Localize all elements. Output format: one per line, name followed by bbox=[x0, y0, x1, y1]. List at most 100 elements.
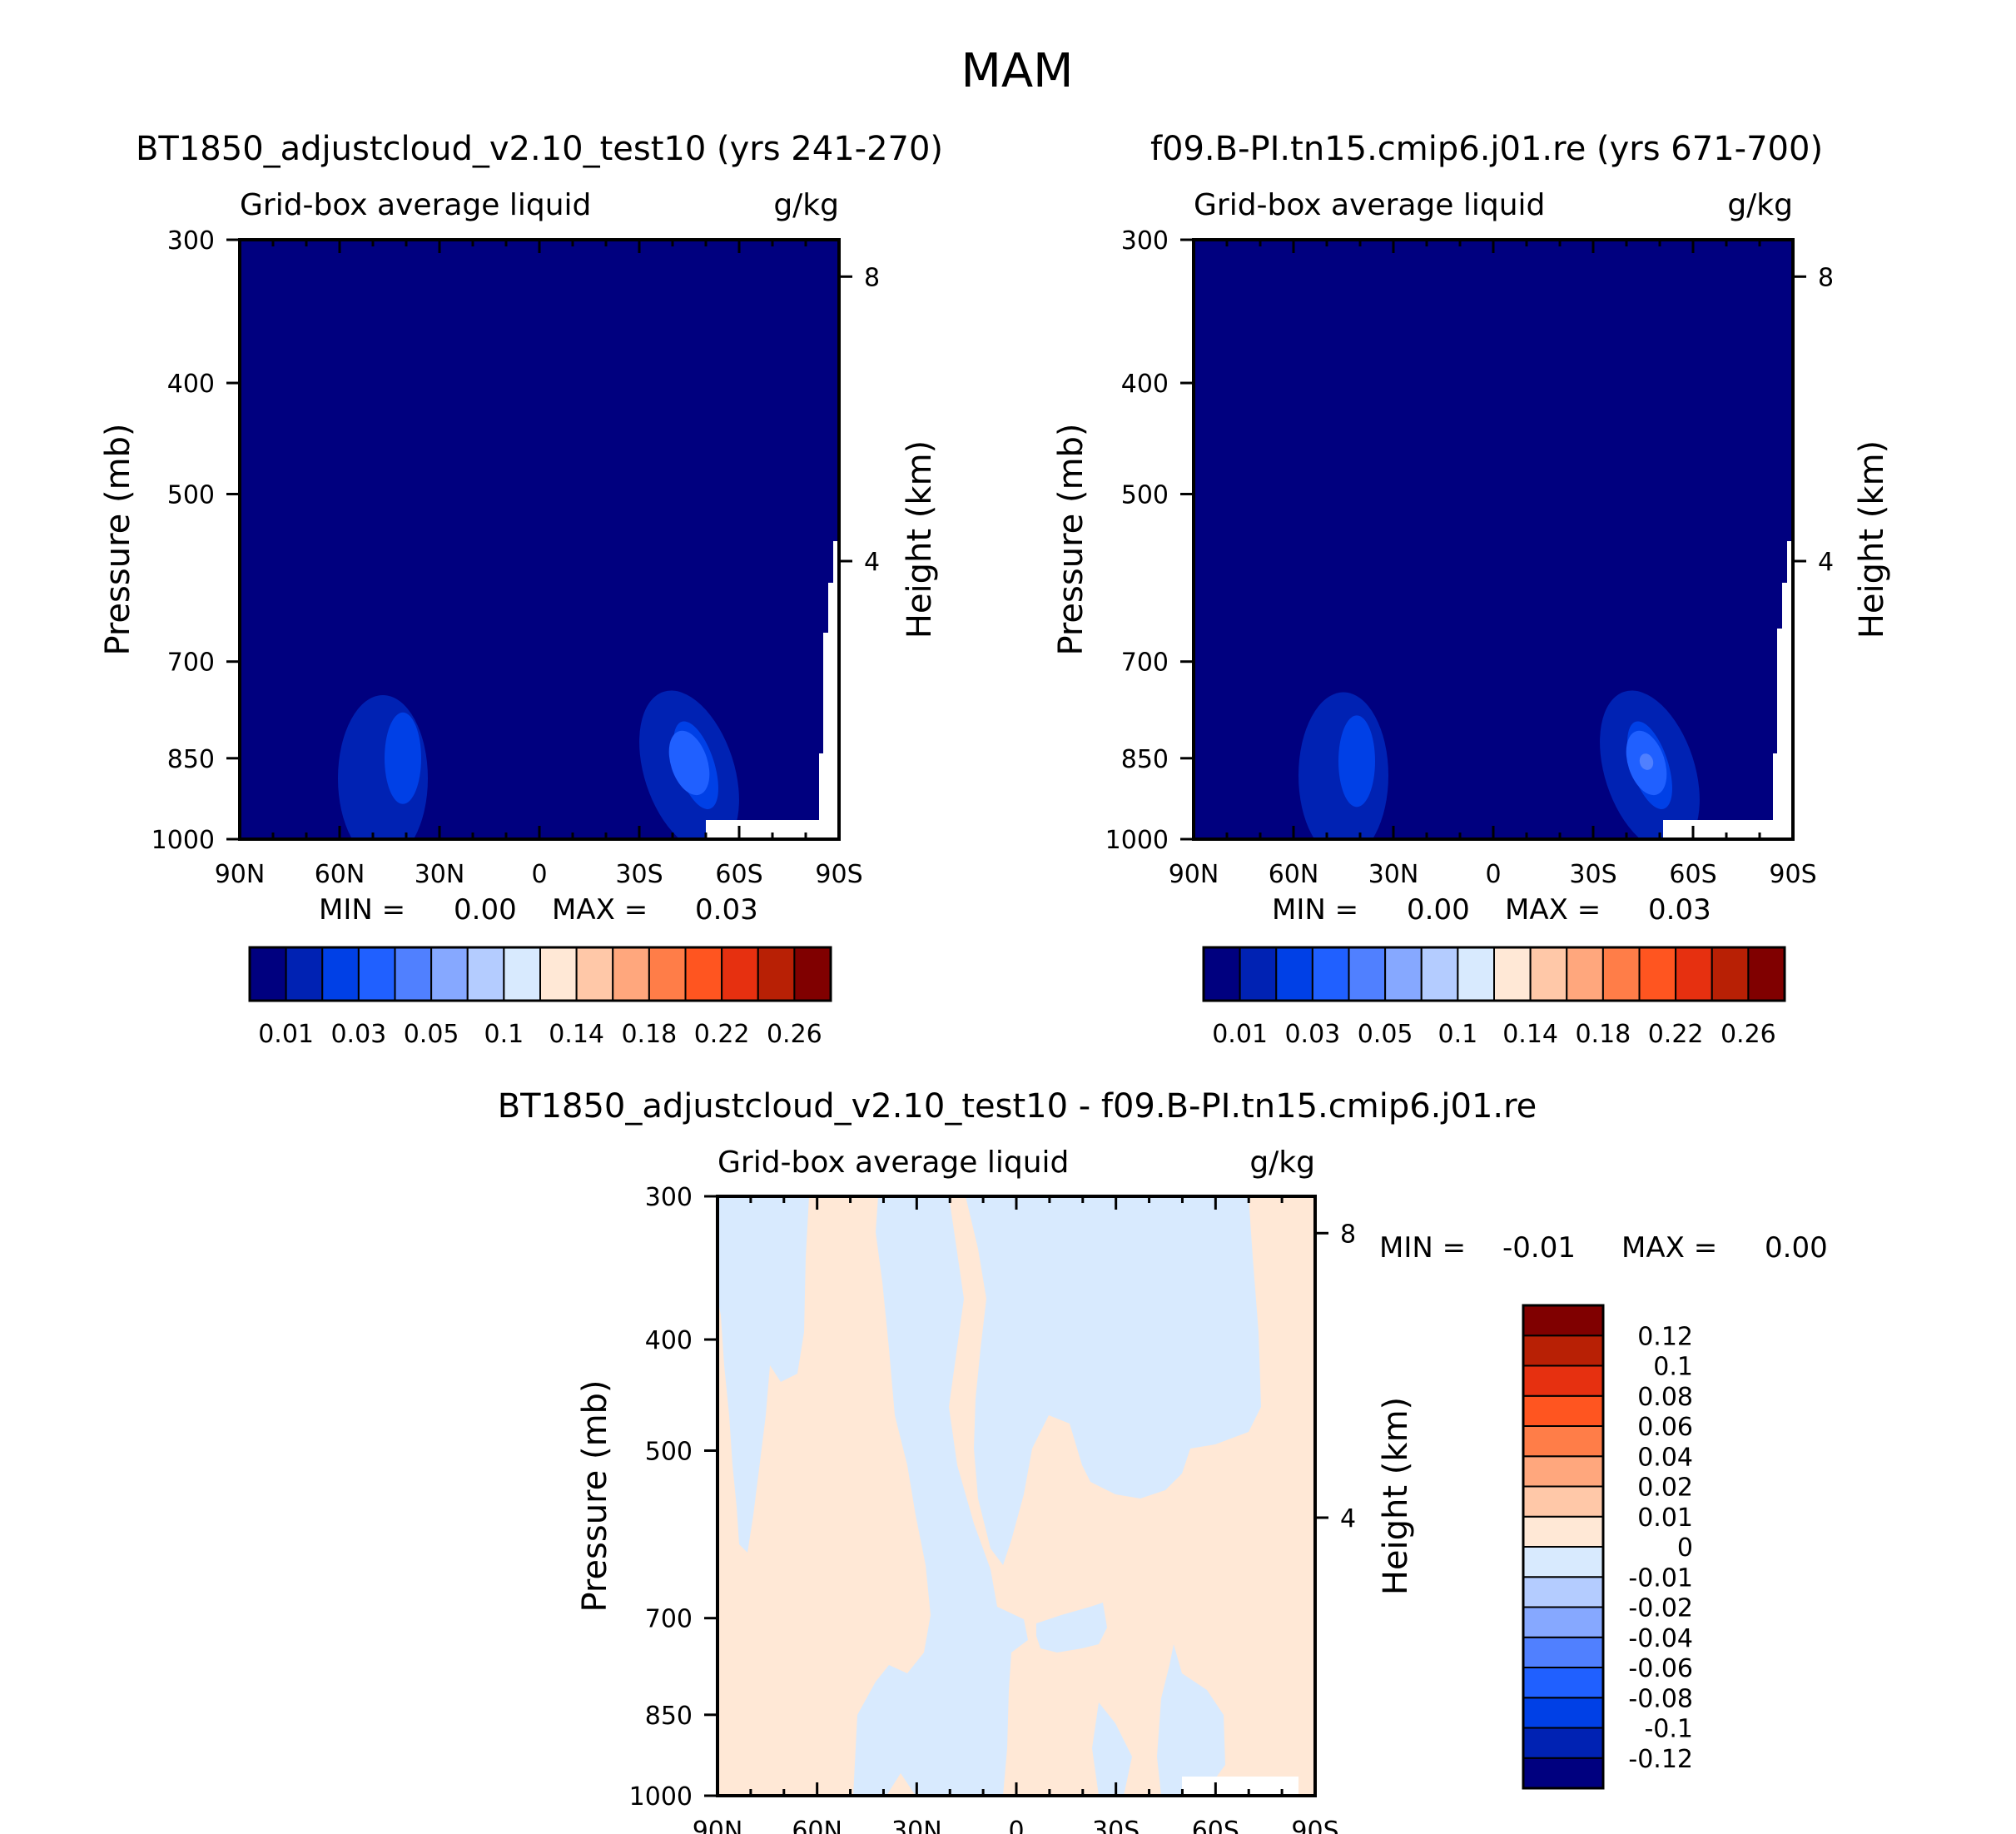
colorbar-label: 0.26 bbox=[1721, 1020, 1776, 1049]
colorbar-swatch bbox=[1522, 1485, 1604, 1518]
panel-3-max-value: 0.00 bbox=[1765, 1231, 1828, 1265]
y2-tick-label: 8 bbox=[1818, 263, 1834, 292]
colorbar-frame bbox=[248, 946, 832, 1002]
colorbar-label: 0.1 bbox=[1653, 1353, 1693, 1382]
x-tick-label: 30N bbox=[415, 860, 465, 889]
colorbar-swatch bbox=[1311, 947, 1350, 1001]
colorbar-frame bbox=[1202, 946, 1786, 1002]
y-tick-label: 850 bbox=[645, 1702, 693, 1731]
colorbar-label: 0.03 bbox=[330, 1020, 386, 1049]
colorbar-swatch bbox=[503, 947, 541, 1001]
panel-3-negative-patch-southeast bbox=[1092, 1702, 1132, 1796]
panel-3-missing-region bbox=[1182, 1777, 1298, 1796]
panel-3: BT1850_adjustcloud_v2.10_test10 - f09.B-… bbox=[498, 1087, 1828, 1834]
colorbar-label: 0.14 bbox=[549, 1020, 604, 1049]
y-tick-label: 400 bbox=[167, 370, 215, 399]
colorbar-swatch bbox=[1275, 947, 1313, 1001]
colorbar-swatch bbox=[1522, 1606, 1604, 1638]
colorbar-swatch bbox=[1522, 1576, 1604, 1608]
colorbar-swatch bbox=[466, 947, 505, 1001]
contour-feature bbox=[385, 712, 421, 804]
colorbar-swatch bbox=[1711, 947, 1750, 1001]
x-tick-label: 60N bbox=[1269, 860, 1319, 889]
y2-tick-label: 8 bbox=[864, 263, 880, 292]
contour-feature bbox=[668, 730, 710, 796]
x-tick-label: 90S bbox=[1291, 1817, 1338, 1834]
panel-3-title: BT1850_adjustcloud_v2.10_test10 - f09.B-… bbox=[498, 1087, 1537, 1126]
colorbar-label: 0.05 bbox=[1358, 1020, 1413, 1049]
panel-1-ylabel: Pressure (mb) bbox=[99, 423, 137, 655]
y-tick-label: 1000 bbox=[1105, 826, 1169, 855]
colorbar-label: -0.12 bbox=[1628, 1745, 1693, 1774]
colorbar-swatch bbox=[539, 947, 578, 1001]
colorbar-swatch bbox=[1522, 1394, 1604, 1427]
x-tick-label: 90S bbox=[1769, 860, 1816, 889]
colorbar-label: 0.14 bbox=[1502, 1020, 1558, 1049]
panel-1-max-value: 0.03 bbox=[695, 893, 758, 927]
colorbar-swatch bbox=[1522, 1455, 1604, 1488]
x-tick-label: 90N bbox=[215, 860, 266, 889]
panel-1-min-label: MIN = bbox=[319, 893, 405, 927]
colorbar-swatch bbox=[1529, 947, 1568, 1001]
colorbar-swatch bbox=[1493, 947, 1532, 1001]
panel-3-negative-patch-south bbox=[1036, 1603, 1107, 1653]
panel-1-variable: Grid-box average liquid bbox=[240, 188, 591, 222]
y-tick-label: 1000 bbox=[151, 826, 215, 855]
colorbar-label: -0.06 bbox=[1628, 1654, 1693, 1683]
y2-tick-label: 8 bbox=[1340, 1220, 1356, 1249]
x-tick-label: 0 bbox=[1485, 860, 1501, 889]
y-tick-label: 700 bbox=[645, 1605, 693, 1634]
colorbar-swatch bbox=[1522, 1425, 1604, 1458]
panel-3-negative-patch-far-south bbox=[1157, 1644, 1225, 1796]
panel-2-min-value: 0.00 bbox=[1407, 893, 1470, 927]
colorbar-label: -0.04 bbox=[1628, 1624, 1693, 1653]
main-title: MAM bbox=[961, 44, 1074, 98]
colorbar-swatch bbox=[1638, 947, 1677, 1001]
colorbar-label: 0.22 bbox=[694, 1020, 750, 1049]
y-tick-label: 850 bbox=[167, 745, 215, 774]
colorbar-swatch bbox=[357, 947, 396, 1001]
colorbar-swatch bbox=[648, 947, 687, 1001]
colorbar-label: 0.01 bbox=[258, 1020, 314, 1049]
y-tick-label: 700 bbox=[167, 649, 215, 678]
panel-2-y2label: Height (km) bbox=[1853, 440, 1891, 639]
panel-1-background bbox=[240, 240, 839, 839]
x-tick-label: 60N bbox=[792, 1817, 842, 1834]
colorbar-swatch bbox=[1566, 947, 1604, 1001]
colorbar-swatch bbox=[1457, 947, 1495, 1001]
colorbar-frame bbox=[1522, 1304, 1605, 1790]
panel-2-units: g/kg bbox=[1727, 188, 1793, 222]
panel-2-title: f09.B-PI.tn15.cmip6.j01.re (yrs 671-700) bbox=[1150, 130, 1823, 168]
x-tick-label: 60N bbox=[315, 860, 365, 889]
colorbar-swatch bbox=[249, 947, 287, 1001]
colorbar-label: 0.02 bbox=[1637, 1474, 1693, 1503]
colorbar-label: 0.18 bbox=[1575, 1020, 1631, 1049]
colorbar-swatch bbox=[1522, 1757, 1604, 1789]
colorbar-label: 0.05 bbox=[404, 1020, 459, 1049]
colorbar-label: 0.26 bbox=[767, 1020, 822, 1049]
colorbar-swatch bbox=[1601, 947, 1641, 1001]
colorbar-swatch bbox=[757, 947, 796, 1001]
panel-1-min-value: 0.00 bbox=[454, 893, 517, 927]
x-tick-label: 60S bbox=[1669, 860, 1716, 889]
panel-3-ylabel: Pressure (mb) bbox=[576, 1379, 614, 1612]
panel-1-title: BT1850_adjustcloud_v2.10_test10 (yrs 241… bbox=[136, 130, 943, 168]
colorbar-label: 0.06 bbox=[1637, 1413, 1693, 1442]
panel-3-negative-region-east bbox=[966, 1196, 1261, 1565]
x-tick-label: 0 bbox=[531, 860, 547, 889]
panel-2-variable: Grid-box average liquid bbox=[1194, 188, 1545, 222]
colorbar-swatch bbox=[1675, 947, 1713, 1001]
panel-1-units: g/kg bbox=[773, 188, 839, 222]
panel-3-min-label: MIN = bbox=[1379, 1231, 1466, 1265]
colorbar-swatch bbox=[1747, 947, 1785, 1001]
panel-2: f09.B-PI.tn15.cmip6.j01.re (yrs 671-700)… bbox=[1052, 130, 1891, 1049]
panel-2-ylabel: Pressure (mb) bbox=[1052, 423, 1090, 655]
x-tick-label: 30N bbox=[1368, 860, 1419, 889]
y-tick-label: 400 bbox=[1121, 370, 1169, 399]
colorbar-swatch bbox=[1522, 1636, 1604, 1668]
y-tick-label: 300 bbox=[167, 226, 215, 256]
x-tick-label: 90N bbox=[693, 1817, 743, 1834]
y-tick-label: 500 bbox=[167, 480, 215, 509]
colorbar-label: -0.08 bbox=[1628, 1684, 1693, 1713]
